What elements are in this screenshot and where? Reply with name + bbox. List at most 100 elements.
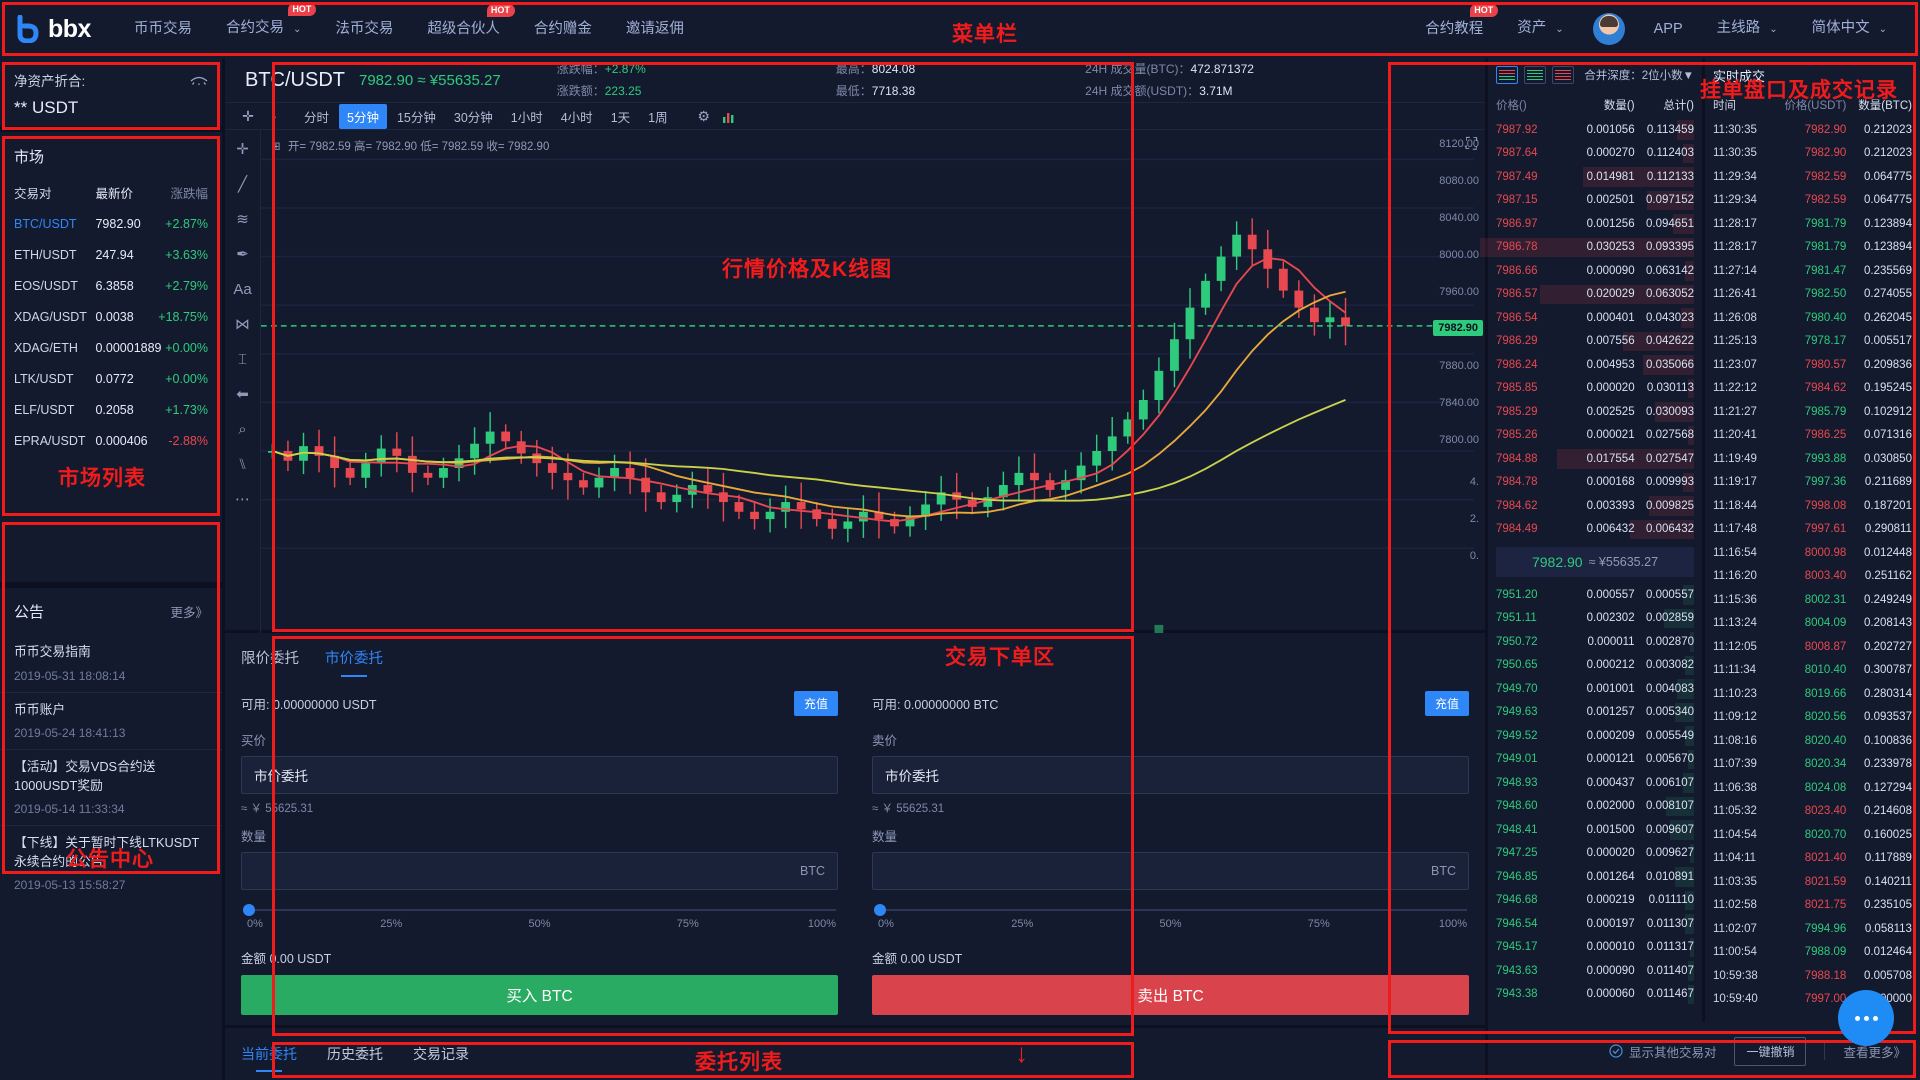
sell-submit-button[interactable]: 卖出 BTC: [872, 975, 1469, 1015]
depth-view-bids-icon[interactable]: [1524, 66, 1546, 84]
bid-row[interactable]: 7946.85 0.001264 0.010891: [1488, 865, 1702, 889]
tab-trade-records[interactable]: 交易记录: [413, 1046, 469, 1062]
timeframe-分时[interactable]: 分时: [304, 110, 330, 125]
zoom-tool-icon[interactable]: ⌕: [238, 420, 247, 438]
nav-app[interactable]: APP: [1637, 0, 1700, 58]
timeframe-1天[interactable]: 1天: [610, 110, 631, 125]
nav-assets[interactable]: 资产 ⌄: [1500, 0, 1580, 59]
buy-recharge-button[interactable]: 充值: [793, 691, 838, 716]
text-tool-icon[interactable]: Aa: [233, 280, 252, 298]
bid-row[interactable]: 7948.41 0.001500 0.009607: [1488, 818, 1702, 842]
ask-row[interactable]: 7987.49 0.014981 0.112133: [1488, 165, 1702, 189]
chat-support-button[interactable]: [1838, 990, 1894, 1046]
more-tools-icon[interactable]: ⋯: [235, 491, 250, 509]
eye-toggle-icon[interactable]: [190, 72, 208, 90]
tab-current-orders[interactable]: 当前委托: [241, 1038, 297, 1070]
crosshair-tool-icon[interactable]: ✛: [236, 141, 249, 159]
sell-price-input[interactable]: 市价委托: [872, 756, 1469, 794]
market-row[interactable]: XDAG/ETH 0.00001889 +0.00%: [0, 332, 222, 363]
brush-tool-icon[interactable]: ✒: [236, 246, 249, 264]
bid-row[interactable]: 7949.52 0.000209 0.005549: [1488, 724, 1702, 748]
ruler-tool-icon[interactable]: ⌶: [237, 350, 247, 368]
ohlc-toggle-icon[interactable]: ⊞: [271, 141, 281, 154]
ask-row[interactable]: 7986.66 0.000090 0.063142: [1488, 259, 1702, 283]
ask-row[interactable]: 7986.57 0.020029 0.063052: [1488, 283, 1702, 307]
bid-row[interactable]: 7949.01 0.000121 0.005670: [1488, 748, 1702, 772]
nav-item-4[interactable]: 合约赠金: [517, 0, 609, 58]
bid-row[interactable]: 7950.65 0.000212 0.003082: [1488, 654, 1702, 678]
bid-row[interactable]: 7943.63 0.000090 0.011407: [1488, 959, 1702, 983]
arrow-left-icon[interactable]: ⬅: [236, 386, 249, 404]
timeframe-1周[interactable]: 1周: [648, 110, 668, 125]
timeframe-4小时[interactable]: 4小时: [560, 110, 593, 125]
bid-row[interactable]: 7951.11 0.002302 0.002859: [1488, 607, 1702, 631]
avatar[interactable]: [1592, 13, 1625, 45]
timeframe-30分钟[interactable]: 30分钟: [453, 110, 493, 125]
bid-row[interactable]: 7948.60 0.002000 0.008107: [1488, 795, 1702, 819]
timeframe-15分钟[interactable]: 15分钟: [396, 110, 436, 125]
market-row[interactable]: ELF/USDT 0.2058 +1.73%: [0, 394, 222, 425]
tab-history-orders[interactable]: 历史委托: [327, 1046, 383, 1062]
show-other-pairs-checkbox[interactable]: 显示其他交易对: [1609, 1042, 1716, 1061]
trendline-tool-icon[interactable]: ╱: [237, 176, 248, 194]
ask-row[interactable]: 7986.54 0.000401 0.043023: [1488, 306, 1702, 330]
pattern-tool-icon[interactable]: ⋈: [235, 316, 250, 334]
bid-row[interactable]: 7951.20 0.000557 0.000557: [1488, 583, 1702, 607]
market-row[interactable]: BTC/USDT 7982.90 +2.87%: [0, 208, 222, 239]
ask-row[interactable]: 7984.62 0.003393 0.009825: [1488, 494, 1702, 518]
ask-row[interactable]: 7984.78 0.000168 0.009993: [1488, 471, 1702, 495]
timeframe-1小时[interactable]: 1小时: [510, 110, 543, 125]
buy-submit-button[interactable]: 买入 BTC: [241, 975, 838, 1015]
cancel-all-button[interactable]: 一键撤销: [1734, 1036, 1807, 1066]
sell-slider-knob[interactable]: [874, 904, 886, 916]
depth-view-both-icon[interactable]: [1496, 66, 1518, 84]
gear-icon[interactable]: ⚙: [697, 107, 710, 124]
buy-slider-knob[interactable]: [243, 904, 255, 916]
crosshair-icon[interactable]: ✛: [242, 107, 254, 124]
notice-item[interactable]: 【下线】关于暂时下线LTKUSDT永续合约的公告 2019-05-13 15:58…: [0, 825, 222, 901]
bid-row[interactable]: 7947.25 0.000020 0.009627: [1488, 842, 1702, 866]
bid-row[interactable]: 7950.72 0.000011 0.002870: [1488, 630, 1702, 654]
ask-row[interactable]: 7986.97 0.001256 0.094651: [1488, 212, 1702, 236]
ask-row[interactable]: 7985.26 0.000021 0.027568: [1488, 424, 1702, 448]
fib-tool-icon[interactable]: ≋: [236, 211, 249, 229]
notice-more-link[interactable]: 更多》: [170, 606, 208, 620]
bid-row[interactable]: 7943.38 0.000060 0.011467: [1488, 983, 1702, 1007]
buy-price-input[interactable]: 市价委托: [241, 756, 838, 794]
tab-market-order[interactable]: 市价委托: [325, 647, 383, 677]
notice-item[interactable]: 币币交易指南 2019-05-31 18:08:14: [0, 635, 222, 692]
bid-row[interactable]: 7945.17 0.000010 0.011317: [1488, 936, 1702, 960]
nav-item-3[interactable]: HOT 超级合伙人: [410, 0, 517, 58]
sell-amount-input[interactable]: BTC: [872, 852, 1469, 890]
ask-row[interactable]: 7987.92 0.001056 0.113459: [1488, 118, 1702, 142]
ask-row[interactable]: 7985.85 0.000020 0.030113: [1488, 377, 1702, 401]
sell-percent-slider[interactable]: 0% 25% 50% 75% 100%: [874, 904, 1467, 930]
bid-row[interactable]: 7949.63 0.001257 0.005340: [1488, 701, 1702, 725]
ask-row[interactable]: 7987.64 0.000270 0.112403: [1488, 142, 1702, 166]
buy-percent-slider[interactable]: 0% 25% 50% 75% 100%: [243, 904, 836, 930]
nav-item-1[interactable]: HOT 合约交易 ⌄: [209, 0, 318, 59]
bar-tool-icon[interactable]: ⑊: [237, 455, 247, 473]
market-row[interactable]: ETH/USDT 247.94 +3.63%: [0, 239, 222, 270]
indicator-chart-icon[interactable]: [717, 103, 743, 129]
notice-item[interactable]: 【活动】交易VDS合约送1000USDT奖励 2019-05-14 11:33:3…: [0, 749, 222, 825]
chevron-right-icon[interactable]: ›: [271, 108, 277, 125]
notice-item[interactable]: 币币账户 2019-05-24 18:41:13: [0, 691, 222, 750]
market-row[interactable]: EOS/USDT 6.3858 +2.79%: [0, 270, 222, 301]
bid-row[interactable]: 7946.54 0.000197 0.011307: [1488, 912, 1702, 936]
nav-contract-tutorial[interactable]: HOT 合约教程: [1408, 0, 1500, 58]
depth-view-asks-icon[interactable]: [1552, 66, 1574, 84]
nav-item-5[interactable]: 邀请返佣: [609, 0, 701, 58]
nav-language[interactable]: 简体中文 ⌄: [1795, 0, 1904, 59]
nav-item-0[interactable]: 币币交易: [117, 0, 209, 58]
sell-recharge-button[interactable]: 充值: [1424, 691, 1469, 716]
ask-row[interactable]: 7986.24 0.004953 0.035066: [1488, 353, 1702, 377]
ask-row[interactable]: 7984.88 0.017554 0.027547: [1488, 447, 1702, 471]
tab-limit-order[interactable]: 限价委托: [241, 651, 299, 667]
ask-row[interactable]: 7987.15 0.002501 0.097152: [1488, 189, 1702, 213]
market-row[interactable]: XDAG/USDT 0.0038 +18.75%: [0, 301, 222, 332]
nav-route[interactable]: 主线路 ⌄: [1700, 0, 1795, 59]
logo[interactable]: bbx: [16, 14, 91, 44]
bid-row[interactable]: 7948.93 0.000437 0.006107: [1488, 771, 1702, 795]
nav-item-2[interactable]: 法币交易: [318, 0, 410, 58]
